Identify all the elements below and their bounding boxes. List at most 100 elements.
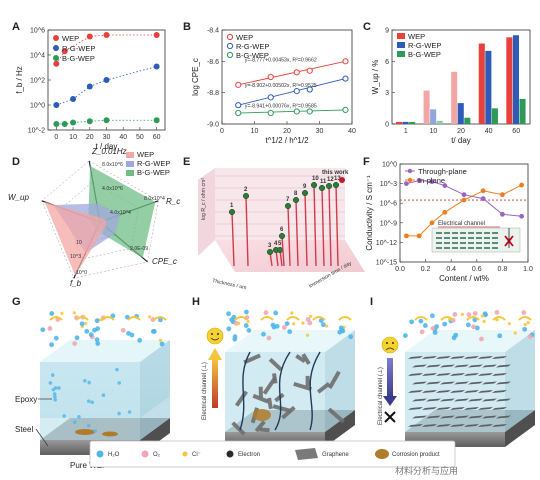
chart-f: 0.0 0.2 0.4 0.6 0.8 1.0 10^-15 10^-12 10^-9 10^-6… [365,162,533,284]
i-graphene-flake [468,398,483,402]
i-face-eye [392,342,394,344]
h-wave [234,316,248,321]
g-particle [53,335,59,341]
b-data-point [293,108,300,115]
a-x-tick-label: 0 [54,134,58,141]
i-graphene-flake [426,381,441,385]
b-legend-label: WEP [236,33,253,42]
i-particle [497,333,503,339]
f-x-tick-label: 0.4 [446,266,456,273]
f-y-tick-label: 10^-12 [376,240,397,247]
d-tick-label: 4.0x10^6 [102,186,123,192]
i-graphene-flake [464,373,479,376]
e-bar [295,199,299,267]
h-wave [260,316,274,321]
g-inner-particle [117,411,121,416]
b-data-point [306,108,313,115]
h2o-icon [96,450,104,458]
i-graphene-flake [426,364,441,368]
f-data-point [404,181,409,187]
f-data-point [480,188,486,194]
d-tick-label: 10^0 [76,270,87,276]
graphene-icon [295,448,318,460]
g-inner-particle [53,397,57,402]
e-bar-label: 7 [286,197,290,203]
e-bar [335,184,339,267]
i-graphene-flake [478,373,493,376]
i-arrow-shaft [387,358,393,398]
i-particle [482,319,486,323]
h-epoxy-top [225,330,355,352]
electron-icon [226,450,234,458]
i-particle [479,336,484,342]
c-bar [478,43,485,125]
b-legend-label: B-G-WEP [236,51,269,60]
g-particle [92,327,97,333]
h-graphene-flake [316,382,331,394]
schematic-g: Epoxy Steel Pure WEP [15,311,170,470]
g-particle [49,311,55,316]
h-graphene-flake [327,407,345,424]
i-particle [451,335,457,341]
e-x-axis-label: Thickness / um [212,278,247,291]
c-x-tick-label: 20 [457,128,465,135]
a-x-tick-label: 20 [86,134,94,141]
c-legend-marker [397,33,405,39]
chart-c: 0 3 6 9 1 10 20 40 60 t/ day W_up / % WEPR-G-WEPB-G… [371,28,531,145]
c-legend-label: R-G-WEP [408,41,441,50]
i-particle [527,334,533,339]
g-inner-particle [86,423,91,428]
b-x-tick-label: 10 [251,128,259,135]
b-fit-line [238,60,346,86]
h-particle [325,324,329,328]
f-data-point [442,183,448,188]
g-inner-particle [93,429,97,433]
i-wave [518,316,532,321]
i-particle [460,312,464,317]
i-graphene-flake [412,364,427,368]
i-graphene-flake [422,373,437,376]
g-wave [101,316,115,321]
g-inner-particle [115,367,119,372]
b-legend-marker [226,33,234,41]
g-particle [49,342,55,348]
i-graphene-flake [496,398,511,402]
schematic-h: Electrical channel (⊥) [201,309,355,447]
a-legend-marker [53,55,59,61]
g-particle [94,337,100,343]
i-particle [402,333,408,338]
g-caption: Pure WEP [70,461,107,470]
c-bar [506,37,513,124]
f-data-point [416,178,422,183]
c-bar [423,90,430,124]
i-graphene-flake [492,356,507,359]
b-x-tick-label: 40 [348,128,356,135]
i-particle [474,325,480,331]
c-legend-marker [397,42,405,48]
g-inner-particle [72,420,77,424]
i-particle [429,313,435,319]
h-particle [284,321,290,327]
h-graphene-flake [259,427,270,433]
i-particle [465,322,471,328]
h-epoxy-side [325,330,355,432]
f-data-point [442,209,448,215]
b-fit-equation: y=-8.941+0.00076x, R²=0.9585 [245,104,317,110]
chart-a: 0 10 20 30 40 50 60 10^-2 10^0 10^2 10^4 10^6 t / da… [15,28,166,151]
i-axis-label: Electrical channel (⊥) [377,367,384,425]
i-graphene-flake [492,390,507,393]
i-particle [526,321,530,325]
h-graphene-flake [231,421,246,436]
b-data-point [267,109,274,117]
g-inner-particle [48,381,53,385]
e-bar-label: 4 [274,241,278,247]
i-graphene-flake [412,381,427,385]
f-legend-label: Through-plane [418,167,467,176]
e-bar-label: 11 [320,179,327,185]
i-graphene-flake [440,381,455,385]
i-graphene-flake [450,424,465,427]
d-legend-label: R-G-WEP [137,159,170,168]
e-bar-label: 6 [280,227,284,233]
f-y-tick-label: 10^0 [382,162,397,169]
h-particle [320,322,326,328]
